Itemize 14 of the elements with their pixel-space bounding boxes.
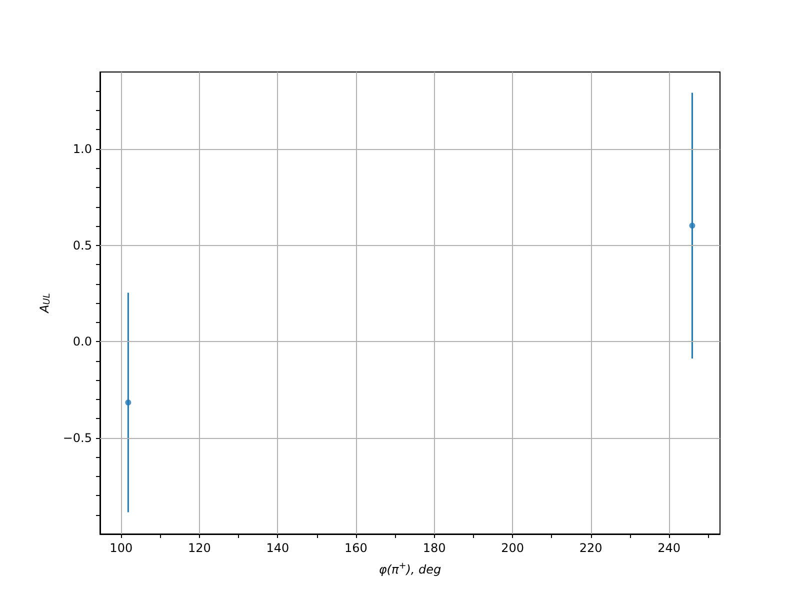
- x-tick-label: 160: [344, 541, 368, 555]
- x-tick-label: 100: [110, 541, 133, 555]
- x-tick-label: 200: [501, 541, 524, 555]
- x-tick-label: 180: [422, 541, 446, 555]
- x-tick-label: 240: [658, 541, 681, 555]
- y-tick-label: −0.5: [62, 430, 92, 445]
- y-tick-label: 0.5: [72, 238, 92, 252]
- x-tick-label: 220: [579, 541, 602, 555]
- y-tick-label: 0.0: [72, 334, 92, 348]
- x-tick-label: 140: [266, 541, 290, 555]
- x-tick-label: 120: [188, 541, 211, 555]
- y-axis-title: AUL: [37, 293, 52, 314]
- x-axis-title: φ(π+), deg: [378, 562, 442, 576]
- y-tick-label: 1.0: [72, 142, 92, 156]
